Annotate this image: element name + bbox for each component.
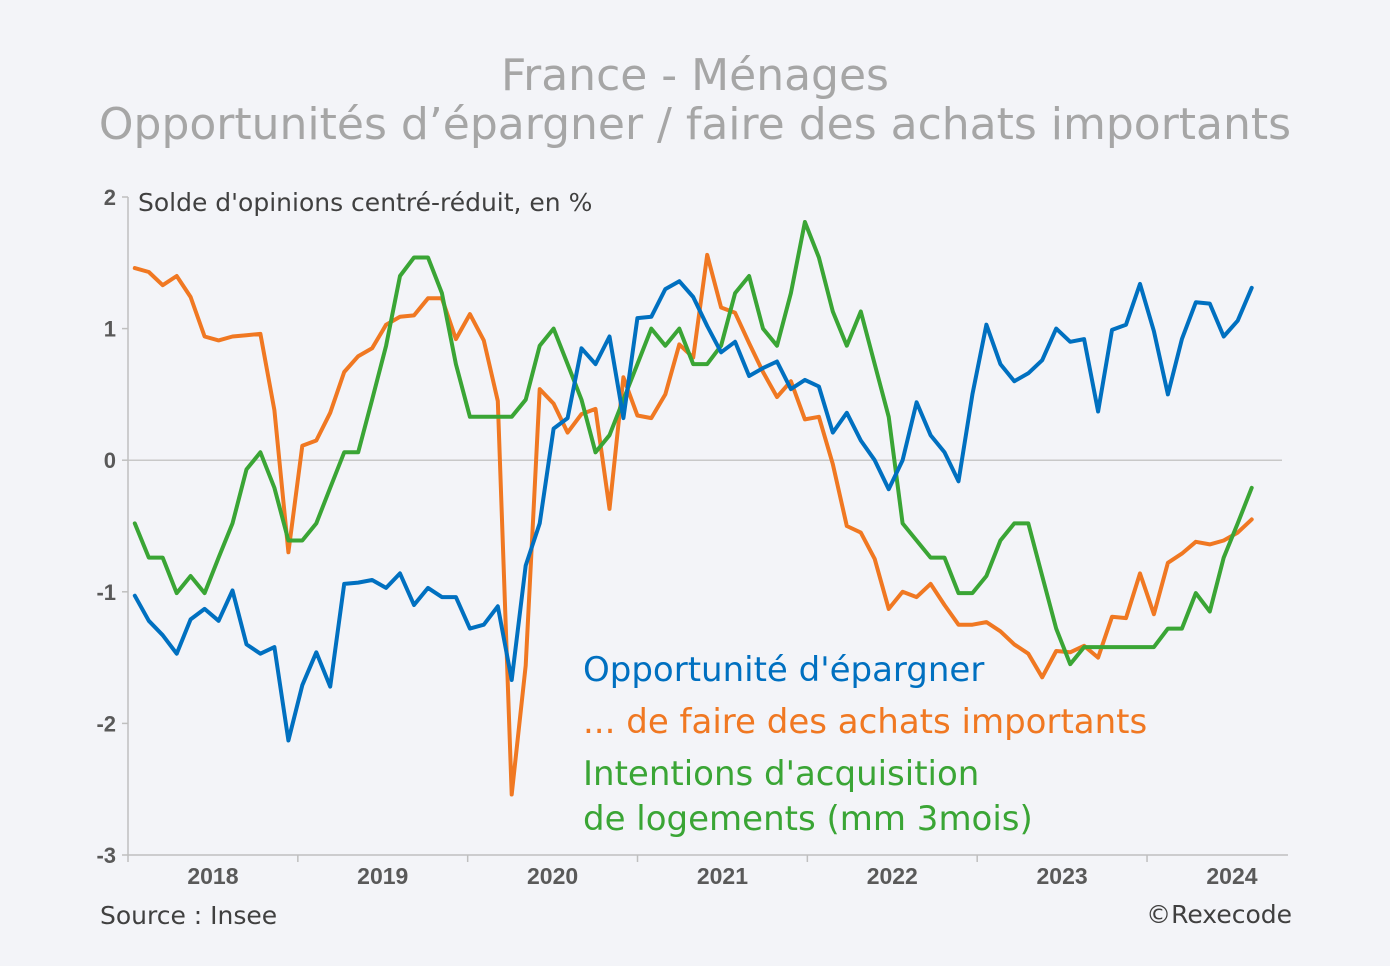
- chart-subtitle: Opportunités d’épargner / faire des acha…: [98, 99, 1292, 150]
- copyright-note: ©Rexecode: [1146, 900, 1292, 929]
- y-tick-label: -2: [96, 711, 116, 736]
- y-tick-label: 2: [104, 185, 116, 210]
- series-layer: [132, 220, 1254, 797]
- x-tick-label: 2021: [697, 863, 748, 889]
- legend-entry-logements-line1: Intentions d'acquisition: [583, 754, 979, 794]
- source-note: Source : Insee: [100, 901, 277, 930]
- y-tick-label: -1: [96, 580, 116, 605]
- legend-entry-achats: ... de faire des achats importants: [583, 702, 1147, 742]
- y-tick-label: -3: [96, 843, 116, 868]
- series-line-0: [132, 279, 1254, 743]
- chart-title: France - Ménages: [501, 50, 889, 101]
- axis-layer: 2 1 0 -1 -2 -3 2018 2019 2020 2021 2022 2023 2024: [96, 185, 1288, 889]
- x-tick-label: 2020: [527, 863, 578, 889]
- x-tick-label: 2024: [1206, 863, 1257, 889]
- x-tick-label: 2022: [867, 863, 918, 889]
- x-tick-label: 2019: [357, 863, 408, 889]
- series-line-2: [132, 220, 1254, 667]
- legend-entry-logements-line2: de logements (mm 3mois): [583, 799, 1033, 839]
- x-tick-label: 2018: [187, 863, 238, 889]
- y-unit-label: Solde d'opinions centré-réduit, en %: [138, 188, 592, 217]
- legend: Opportunité d'épargner ... de faire des …: [583, 650, 1147, 839]
- legend-entry-epargner: Opportunité d'épargner: [583, 650, 984, 690]
- x-tick-label: 2023: [1037, 863, 1088, 889]
- y-tick-label: 0: [104, 448, 116, 473]
- y-tick-label: 1: [104, 317, 116, 342]
